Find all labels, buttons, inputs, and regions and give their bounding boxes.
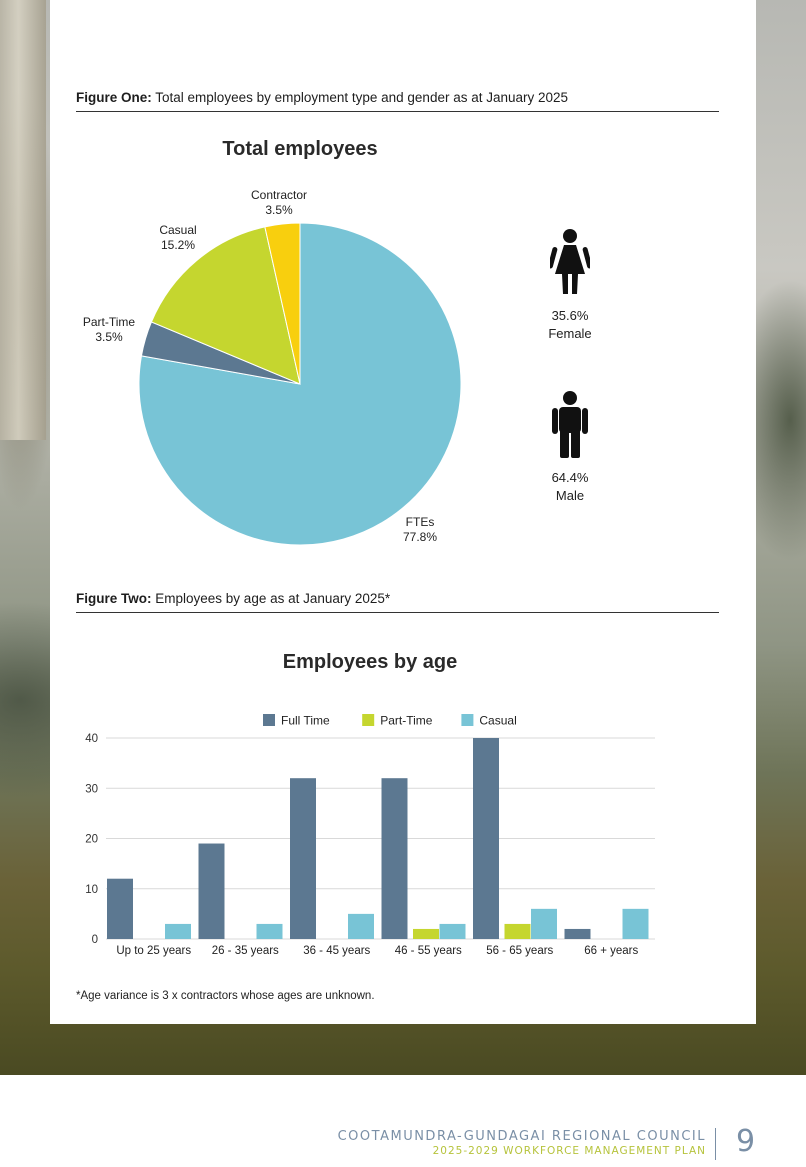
pie-label-contractor-value: 3.5% bbox=[265, 203, 293, 217]
bar-casual bbox=[622, 908, 649, 939]
page-number: 9 bbox=[736, 1124, 756, 1159]
bar-full-time bbox=[107, 878, 133, 939]
bar-part-time bbox=[413, 928, 439, 939]
bar-part-time bbox=[504, 923, 531, 939]
bar-casual bbox=[531, 908, 557, 939]
bar-casual bbox=[256, 923, 283, 939]
pie-label-contractor: Contractor 3.5% bbox=[244, 188, 314, 218]
y-tick-label: 0 bbox=[92, 934, 98, 946]
pie-label-casual-name: Casual bbox=[159, 223, 197, 237]
bar-full-time bbox=[198, 843, 225, 939]
footnote: *Age variance is 3 x contractors whose a… bbox=[76, 990, 375, 1002]
y-tick-label: 40 bbox=[85, 733, 98, 745]
figure-one-caption: Figure One: Total employees by employmen… bbox=[76, 90, 719, 112]
female-percentage: 35.6% bbox=[551, 308, 589, 323]
male-icon bbox=[552, 391, 588, 458]
pie-chart-title: Total employees bbox=[222, 138, 378, 160]
male-stat: 64.4% Male bbox=[530, 469, 610, 505]
bar-full-time bbox=[290, 778, 316, 939]
legend-label: Part-Time bbox=[380, 714, 433, 728]
footer-branding: COOTAMUNDRA-GUNDAGAI REGIONAL COUNCIL 20… bbox=[338, 1129, 706, 1157]
legend-label: Casual bbox=[479, 714, 516, 728]
female-icon bbox=[550, 229, 590, 294]
pie-label-casual: Casual 15.2% bbox=[148, 223, 208, 253]
x-tick-label: 36 - 45 years bbox=[303, 945, 370, 957]
bar-casual bbox=[439, 923, 466, 939]
figure-two-label: Figure Two: bbox=[76, 591, 152, 606]
bar-full-time bbox=[473, 738, 499, 939]
pie-slice-contractor bbox=[264, 222, 301, 385]
legend-swatch bbox=[362, 714, 375, 726]
male-percentage: 64.4% bbox=[551, 470, 589, 485]
x-tick-label: 56 - 65 years bbox=[486, 945, 553, 957]
figure-two-text: Employees by age as at January 2025* bbox=[155, 591, 391, 606]
pie-label-ftes-name: FTEs bbox=[405, 515, 435, 529]
background-tree-trunk bbox=[0, 0, 46, 440]
y-tick-label: 20 bbox=[85, 834, 98, 846]
x-tick-label: Up to 25 years bbox=[116, 945, 191, 957]
pie-label-part-time-value: 3.5% bbox=[95, 330, 123, 344]
legend-swatch bbox=[461, 714, 474, 726]
legend-label: Full Time bbox=[281, 714, 330, 728]
female-label: Female bbox=[548, 326, 592, 341]
x-tick-label: 66 + years bbox=[584, 945, 638, 957]
bar-chart-title: Employees by age bbox=[282, 651, 458, 673]
footer-plan-name: 2025-2029 WORKFORCE MANAGEMENT PLAN bbox=[432, 1145, 706, 1157]
y-tick-label: 10 bbox=[85, 884, 98, 896]
pie-label-casual-value: 15.2% bbox=[160, 238, 196, 252]
footer-org-name: COOTAMUNDRA-GUNDAGAI REGIONAL COUNCIL bbox=[337, 1129, 706, 1144]
bar-casual bbox=[165, 923, 191, 939]
pie-label-contractor-name: Contractor bbox=[250, 188, 308, 202]
pie-label-part-time-name: Part-Time bbox=[82, 315, 136, 329]
pie-label-ftes-value: 77.8% bbox=[402, 530, 438, 544]
footer-divider bbox=[715, 1128, 716, 1160]
pie-slice-casual bbox=[150, 226, 301, 385]
figure-one-text: Total employees by employment type and g… bbox=[155, 90, 569, 105]
female-stat: 35.6% Female bbox=[530, 307, 610, 343]
figure-one-label: Figure One: bbox=[76, 90, 152, 105]
bar-full-time bbox=[381, 778, 408, 939]
bar-full-time bbox=[564, 928, 591, 939]
bar-chart: 0 10 20 30 40 Up to 25 years 26 - 35 years 36 -… bbox=[85, 714, 655, 957]
pie-label-part-time: Part-Time 3.5% bbox=[76, 315, 142, 345]
x-tick-label: 26 - 35 years bbox=[212, 945, 279, 957]
pie-label-ftes: FTEs 77.8% bbox=[392, 515, 448, 545]
male-label: Male bbox=[555, 488, 585, 503]
y-tick-label: 30 bbox=[85, 783, 98, 795]
bar-casual bbox=[348, 913, 374, 939]
pie-chart bbox=[138, 222, 462, 546]
x-tick-label: 46 - 55 years bbox=[395, 945, 462, 957]
figure-two-caption: Figure Two: Employees by age as at Janua… bbox=[76, 591, 719, 613]
legend-swatch bbox=[263, 714, 275, 726]
